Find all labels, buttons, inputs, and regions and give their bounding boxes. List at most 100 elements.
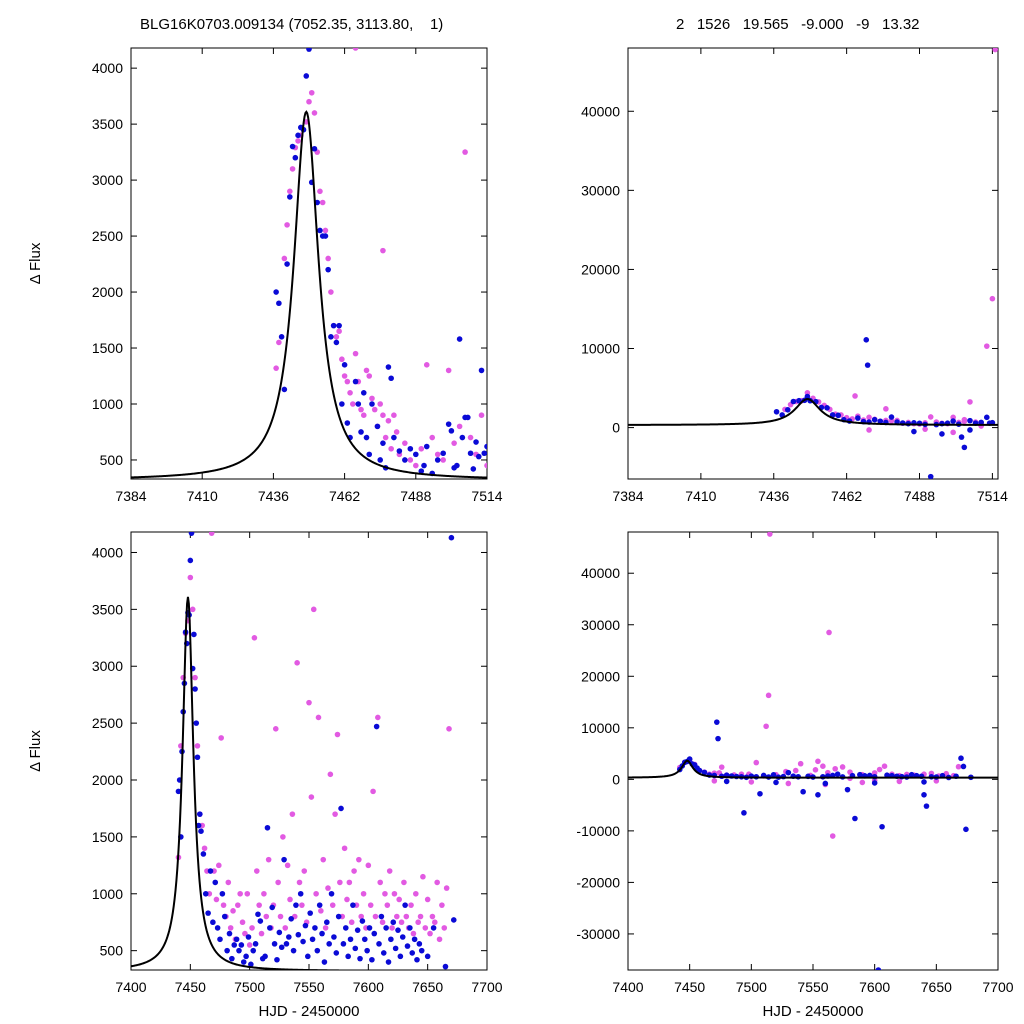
data-point-series_b — [267, 925, 273, 931]
data-point-series_a — [333, 334, 340, 340]
y-tick-label: 1500 — [92, 829, 123, 845]
data-point-series_a — [832, 765, 838, 772]
data-point-series_b — [238, 942, 245, 948]
data-point-series_b — [411, 936, 418, 943]
data-point-series_b — [407, 445, 414, 452]
data-point-series_a — [896, 778, 903, 785]
data-point-series_b — [286, 934, 292, 940]
data-point-series_b — [312, 925, 318, 931]
data-point-series_a — [239, 919, 246, 926]
data-point-series_b — [195, 822, 202, 829]
data-point-series_a — [815, 758, 821, 765]
data-point-series_a — [386, 868, 393, 874]
data-point-series_a — [763, 723, 769, 730]
data-point-series_b — [467, 450, 474, 457]
data-point-series_a — [456, 423, 463, 430]
data-point-series_a — [820, 763, 826, 770]
data-point-series_a — [377, 879, 384, 886]
data-point-series_a — [230, 908, 236, 914]
data-point-series_b — [278, 334, 285, 340]
data-point-series_b — [255, 911, 261, 918]
data-point-series_b — [281, 386, 288, 393]
data-point-series_a — [348, 919, 355, 926]
data-point-series_b — [306, 48, 312, 52]
data-point-series_b — [424, 953, 431, 960]
data-point-series_a — [329, 902, 336, 908]
data-point-series_b — [331, 934, 337, 940]
data-point-series_b — [338, 805, 344, 812]
data-point-series_a — [883, 406, 889, 412]
data-point-series_b — [967, 417, 973, 424]
data-point-series_a — [272, 726, 279, 732]
data-point-series_b — [374, 423, 381, 430]
data-point-series_a — [440, 457, 446, 463]
data-point-series_b — [855, 415, 861, 421]
data-point-series_a — [341, 845, 348, 852]
data-point-series_b — [287, 194, 293, 200]
data-point-series_a — [402, 440, 408, 446]
data-point-series_b — [454, 462, 460, 469]
data-point-series_b — [274, 956, 280, 963]
data-point-series_b — [352, 378, 359, 385]
data-point-series_b — [723, 778, 730, 785]
data-point-series_a — [382, 890, 388, 897]
data-point-series_b — [715, 735, 721, 742]
y-axis-label: Δ Flux — [27, 242, 44, 284]
data-point-series_a — [295, 138, 301, 144]
data-point-series_a — [389, 925, 395, 931]
data-point-series_b — [364, 947, 370, 954]
y-tick-label: 40000 — [581, 565, 620, 581]
data-point-series_b — [328, 334, 334, 340]
data-point-series_a — [218, 735, 224, 741]
data-point-series_b — [197, 811, 203, 817]
data-point-series_a — [467, 434, 474, 441]
data-point-series_b — [200, 851, 207, 857]
data-point-series_a — [284, 222, 290, 228]
data-point-series_a — [325, 885, 331, 891]
y-tick-label: 2000 — [92, 284, 123, 300]
data-point-series_a — [422, 925, 429, 931]
data-point-series_a — [431, 919, 438, 926]
data-point-series_b — [269, 904, 276, 911]
data-point-series_b — [333, 339, 340, 346]
data-point-series_a — [187, 574, 194, 581]
data-point-series_b — [863, 337, 870, 343]
x-tick-label: 7700 — [471, 979, 502, 995]
data-point-series_a — [192, 674, 198, 681]
data-point-series_a — [866, 414, 872, 421]
data-point-series_b — [363, 434, 370, 441]
data-point-series_a — [484, 462, 487, 469]
plot-area — [131, 532, 487, 970]
data-point-series_a — [417, 913, 424, 920]
data-point-series_b — [271, 941, 278, 947]
data-point-series_a — [379, 919, 386, 926]
data-point-series_b — [293, 902, 299, 908]
data-point-series_a — [711, 778, 718, 784]
data-point-series_b — [188, 532, 195, 536]
data-point-series_a — [420, 873, 426, 880]
data-point-series_b — [371, 930, 378, 937]
plot-frame — [627, 531, 999, 971]
y-tick-label: 20000 — [581, 668, 620, 684]
data-point-series_b — [857, 771, 863, 778]
data-point-series_b — [481, 450, 487, 457]
data-point-series_a — [955, 763, 962, 770]
data-point-series_a — [299, 902, 305, 908]
data-point-series_b — [373, 723, 380, 730]
data-point-series_a — [394, 913, 400, 920]
y-tick-label: -30000 — [576, 926, 620, 942]
data-point-series_a — [289, 811, 296, 817]
data-point-series_b — [248, 961, 254, 968]
y-tick-label: 10000 — [581, 720, 620, 736]
data-point-series_b — [960, 763, 967, 770]
data-point-series_b — [967, 427, 973, 433]
data-point-series_b — [326, 941, 332, 947]
data-point-series_a — [876, 766, 883, 773]
data-point-series_a — [407, 457, 414, 463]
data-point-series_b — [341, 362, 348, 368]
data-point-series_a — [276, 339, 282, 346]
data-point-series_b — [344, 420, 351, 426]
data-point-series_a — [287, 188, 293, 195]
data-point-series_b — [250, 947, 257, 954]
plot-area — [628, 532, 998, 970]
